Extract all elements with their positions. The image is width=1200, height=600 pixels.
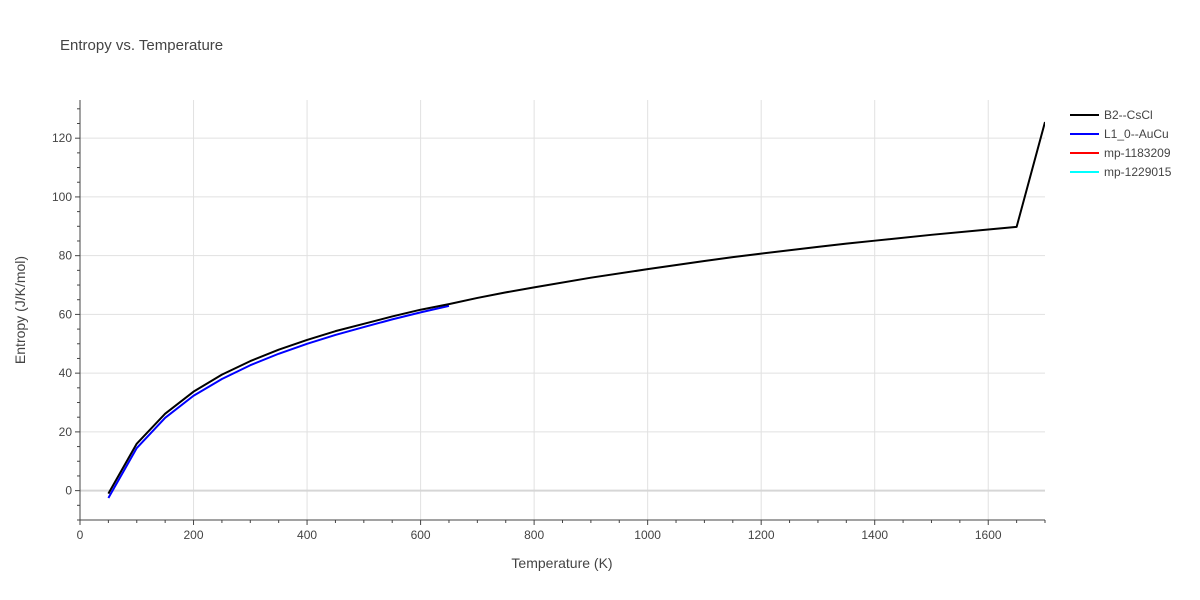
legend[interactable]: B2--CsCl L1_0--AuCu mp-1183209 mp-1229015 [1070,108,1172,179]
y-tick-label: 20 [59,425,73,439]
legend-label: mp-1229015 [1104,165,1172,179]
x-tick-label: 1000 [634,528,661,542]
legend-label: L1_0--AuCu [1104,127,1169,141]
y-tick-label: 0 [65,484,72,498]
x-tick-label: 1200 [748,528,775,542]
y-tick-label: 120 [52,131,72,145]
x-tick-label: 200 [184,528,204,542]
legend-item[interactable]: mp-1183209 [1070,146,1171,160]
x-tick-label: 800 [524,528,544,542]
series-line-b2-cscl [107,121,1045,495]
chart-title: Entropy vs. Temperature [60,37,223,54]
x-axis-title: Temperature (K) [511,555,612,571]
legend-item[interactable]: L1_0--AuCu [1070,127,1169,141]
y-tick-label: 100 [52,190,72,204]
y-tick-label: 60 [59,307,73,321]
x-tick-label: 1400 [861,528,888,542]
x-tick-label: 0 [77,528,84,542]
grid-lines [80,100,1045,520]
legend-item[interactable]: mp-1229015 [1070,165,1172,179]
y-tick-label: 40 [59,366,73,380]
y-tick-label: 80 [59,249,73,263]
y-axis-title: Entropy (J/K/mol) [12,256,28,364]
series-line-l1-0-aucu [107,304,450,499]
x-tick-label: 1600 [975,528,1002,542]
legend-label: mp-1183209 [1104,146,1171,160]
axes: 0 200 400 600 800 1000 1200 1400 1600 0 20 40 60 80 10… [52,100,1046,542]
x-tick-label: 600 [411,528,431,542]
legend-item[interactable]: B2--CsCl [1070,108,1153,122]
data-series [107,121,1045,499]
legend-label: B2--CsCl [1104,108,1153,122]
x-tick-label: 400 [297,528,317,542]
